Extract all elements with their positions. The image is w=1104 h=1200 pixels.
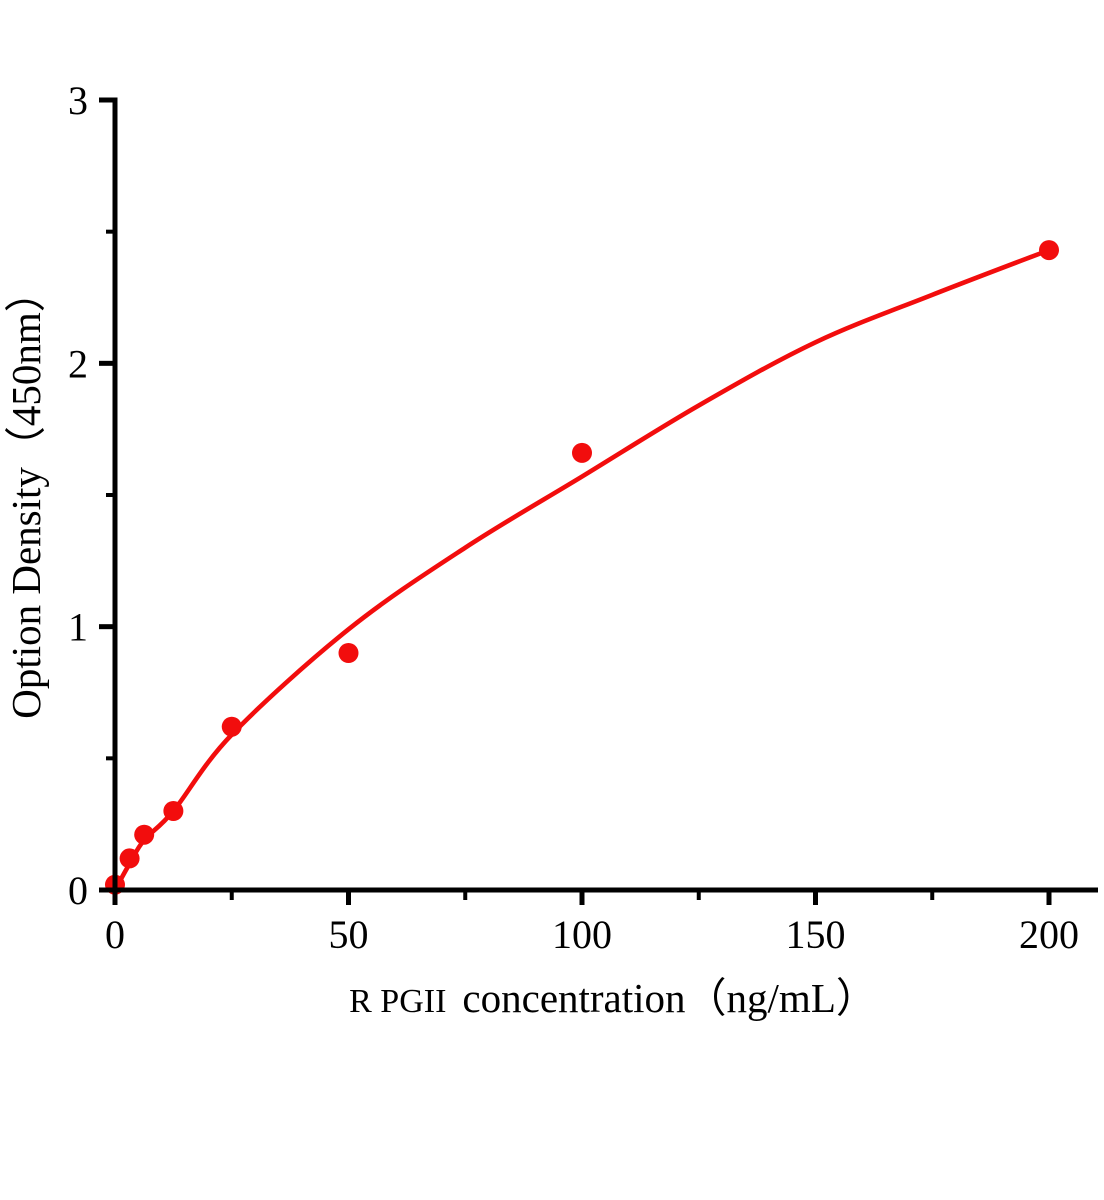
x-tick-label: 50: [329, 912, 369, 957]
data-point: [163, 801, 184, 821]
y-tick-label: 3: [68, 78, 88, 123]
data-point: [119, 848, 140, 869]
x-tick-label: 200: [1019, 912, 1079, 957]
y-tick-label: 1: [68, 605, 88, 650]
data-point: [572, 442, 592, 463]
y-axis-title: Option Density（450nm）: [3, 271, 49, 719]
x-axis-title-rest: concentration（ng/mL）: [462, 975, 876, 1021]
x-tick-label: 0: [105, 912, 125, 957]
y-tick-label: 0: [68, 868, 88, 913]
data-point: [1039, 240, 1059, 261]
data-point: [134, 824, 155, 845]
x-axis-title: R PGII concentration（ng/mL）: [349, 975, 877, 1021]
x-axis-title-prefix: R PGII: [349, 983, 446, 1020]
x-tick-label: 100: [552, 912, 612, 957]
data-point: [221, 716, 242, 737]
fit-curve: [112, 247, 1052, 893]
x-tick-label: 150: [786, 912, 846, 957]
y-tick-label: 2: [68, 341, 88, 386]
data-point: [338, 643, 359, 663]
